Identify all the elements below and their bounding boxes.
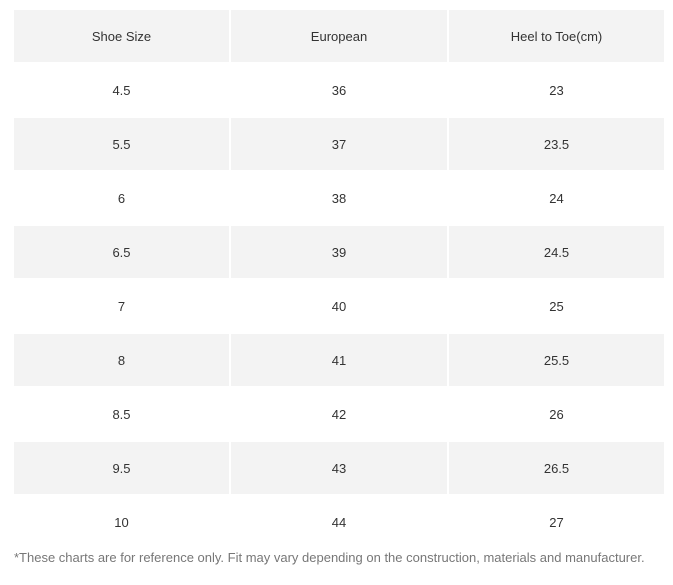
cell-european: 36 bbox=[231, 64, 447, 116]
table-row: 4.5 36 23 bbox=[14, 64, 664, 116]
header-heel-to-toe: Heel to Toe(cm) bbox=[449, 10, 664, 62]
cell-shoe-size: 6 bbox=[14, 172, 229, 224]
cell-heel-to-toe: 26 bbox=[449, 388, 664, 440]
table-row: 6 38 24 bbox=[14, 172, 664, 224]
cell-european: 43 bbox=[231, 442, 447, 494]
cell-european: 42 bbox=[231, 388, 447, 440]
table-row: 8.5 42 26 bbox=[14, 388, 664, 440]
cell-shoe-size: 10 bbox=[14, 496, 229, 548]
cell-heel-to-toe: 24 bbox=[449, 172, 664, 224]
cell-heel-to-toe: 27 bbox=[449, 496, 664, 548]
header-shoe-size: Shoe Size bbox=[14, 10, 229, 62]
cell-heel-to-toe: 25 bbox=[449, 280, 664, 332]
cell-shoe-size: 8 bbox=[14, 334, 229, 386]
cell-shoe-size: 7 bbox=[14, 280, 229, 332]
cell-european: 37 bbox=[231, 118, 447, 170]
cell-shoe-size: 8.5 bbox=[14, 388, 229, 440]
header-european: European bbox=[231, 10, 447, 62]
cell-european: 39 bbox=[231, 226, 447, 278]
table-row: 10 44 27 bbox=[14, 496, 664, 548]
table-header-row: Shoe Size European Heel to Toe(cm) bbox=[14, 10, 664, 62]
table-row: 6.5 39 24.5 bbox=[14, 226, 664, 278]
cell-european: 41 bbox=[231, 334, 447, 386]
table-row: 5.5 37 23.5 bbox=[14, 118, 664, 170]
reference-footnote: *These charts are for reference only. Fi… bbox=[14, 550, 645, 565]
cell-shoe-size: 4.5 bbox=[14, 64, 229, 116]
table-row: 9.5 43 26.5 bbox=[14, 442, 664, 494]
cell-european: 44 bbox=[231, 496, 447, 548]
cell-heel-to-toe: 23.5 bbox=[449, 118, 664, 170]
cell-shoe-size: 6.5 bbox=[14, 226, 229, 278]
cell-heel-to-toe: 23 bbox=[449, 64, 664, 116]
cell-heel-to-toe: 26.5 bbox=[449, 442, 664, 494]
table-row: 8 41 25.5 bbox=[14, 334, 664, 386]
cell-shoe-size: 9.5 bbox=[14, 442, 229, 494]
cell-heel-to-toe: 24.5 bbox=[449, 226, 664, 278]
cell-shoe-size: 5.5 bbox=[14, 118, 229, 170]
cell-european: 38 bbox=[231, 172, 447, 224]
cell-heel-to-toe: 25.5 bbox=[449, 334, 664, 386]
cell-european: 40 bbox=[231, 280, 447, 332]
size-chart-table: Shoe Size European Heel to Toe(cm) 4.5 3… bbox=[12, 8, 666, 550]
table-row: 7 40 25 bbox=[14, 280, 664, 332]
